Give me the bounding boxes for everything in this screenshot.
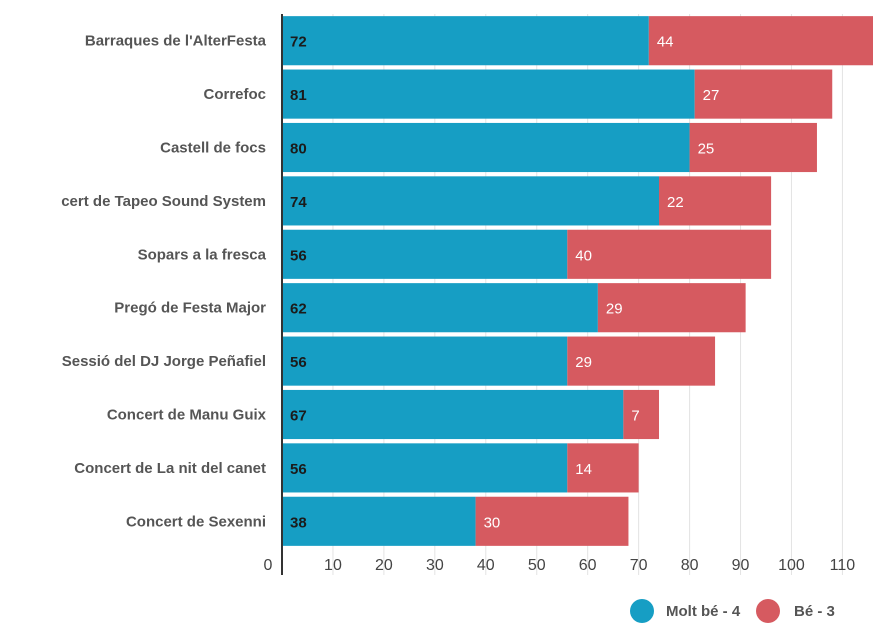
bar-segment-be (659, 176, 772, 226)
bar-segment-molt-be (282, 16, 649, 66)
bar-segment-be (689, 122, 817, 173)
data-label: 67 (290, 408, 307, 425)
data-label: 80 (290, 141, 307, 158)
x-tick-label: 20 (375, 557, 393, 574)
data-label: 72 (290, 34, 307, 51)
data-label: 7 (631, 408, 639, 425)
category-label: Concert de Sexenni (126, 513, 266, 530)
category-label: Castell de focs (160, 140, 266, 157)
data-label: 22 (667, 194, 684, 211)
data-label: 62 (290, 301, 307, 318)
x-tick-label: 70 (630, 557, 648, 574)
bar-segment-be (694, 69, 833, 119)
x-tick-label: 0 (264, 557, 273, 574)
legend-label: Molt bé - 4 (666, 603, 741, 620)
data-label: 25 (698, 141, 715, 158)
data-label: 56 (290, 461, 307, 478)
data-label: 38 (290, 514, 307, 531)
bar-segment-be (648, 16, 873, 66)
data-label: 14 (575, 461, 592, 478)
category-label: Barraques de l'AlterFesta (85, 33, 267, 50)
bar-segment-molt-be (282, 336, 568, 386)
data-label: 30 (484, 514, 501, 531)
x-tick-label: 10 (324, 557, 342, 574)
category-label: Correfoc (203, 86, 266, 103)
bar-segment-be (623, 389, 660, 440)
legend: Molt bé - 4 Bé - 3 (630, 599, 835, 623)
bar-segment-be (475, 496, 629, 546)
x-tick-label: 50 (528, 557, 546, 574)
category-label: Sopars a la fresca (138, 246, 267, 263)
x-tick-label: 90 (732, 557, 750, 574)
bar-segment-molt-be (282, 69, 695, 119)
bar-segment-molt-be (282, 229, 568, 279)
bar-segment-be (597, 283, 746, 333)
bars-group: 72 44 81 27 80 25 74 22 56 40 62 29 56 29 67 7 56 14 38 30 (282, 16, 873, 546)
x-tick-label: 80 (681, 557, 699, 574)
legend-label: Bé - 3 (794, 603, 835, 620)
x-tick-labels-group: 0 10 20 30 40 50 60 70 80 90 100 110 (264, 557, 856, 574)
data-label: 27 (703, 87, 720, 104)
data-label: 56 (290, 247, 307, 264)
data-label: 56 (290, 354, 307, 371)
data-label: 29 (575, 354, 592, 371)
x-tick-label: 110 (830, 557, 856, 574)
bar-segment-be (567, 443, 639, 493)
data-label: 81 (290, 87, 307, 104)
data-label: 44 (657, 34, 674, 51)
bar-segment-molt-be (282, 283, 598, 333)
x-tick-label: 40 (477, 557, 495, 574)
category-label: Pregó de Festa Major (114, 300, 266, 317)
x-tick-label: 30 (426, 557, 444, 574)
bar-segment-be (567, 229, 772, 279)
data-label: 74 (290, 194, 307, 211)
legend-swatch-be (756, 599, 780, 623)
bar-segment-molt-be (282, 176, 660, 226)
x-tick-label: 60 (579, 557, 597, 574)
category-label: Sessió del DJ Jorge Peñafiel (62, 353, 266, 370)
bar-segment-molt-be (282, 122, 690, 173)
bar-segment-molt-be (282, 389, 624, 440)
bar-segment-molt-be (282, 496, 476, 546)
data-label: 40 (575, 247, 592, 264)
category-label: Concert de Manu Guix (107, 407, 267, 424)
data-label: 29 (606, 301, 623, 318)
category-label: Concert de La nit del canet (74, 460, 266, 477)
legend-swatch-molt-be (630, 599, 654, 623)
x-tick-label: 100 (778, 557, 805, 574)
bar-segment-be (567, 336, 716, 386)
bar-segment-molt-be (282, 443, 568, 493)
category-labels-group: Barraques de l'AlterFesta Correfoc Castell… (61, 33, 266, 531)
category-label: cert de Tapeo Sound System (61, 193, 266, 210)
